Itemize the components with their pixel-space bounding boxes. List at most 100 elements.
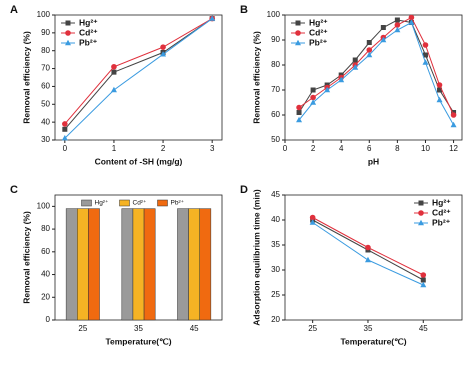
x-tick-label: 8 xyxy=(395,144,400,153)
marker xyxy=(65,20,71,26)
marker xyxy=(420,272,427,278)
marker xyxy=(62,121,68,127)
marker xyxy=(61,135,68,141)
marker xyxy=(450,112,457,118)
legend-swatch xyxy=(157,199,168,207)
y-tick-label: 90 xyxy=(271,35,280,44)
y-tick-label: 50 xyxy=(271,135,280,144)
marker xyxy=(310,94,316,101)
y-tick-label: 60 xyxy=(41,247,50,256)
x-tick-label: 35 xyxy=(134,324,143,333)
y-tick-label: 60 xyxy=(41,82,50,91)
y-tick-label: 80 xyxy=(271,60,280,69)
y-tick-label: 90 xyxy=(41,28,50,37)
marker xyxy=(352,64,359,70)
x-axis-label: Temperature(℃) xyxy=(340,336,406,346)
marker xyxy=(394,22,401,28)
x-tick-label: 12 xyxy=(449,144,458,153)
x-tick-label: 25 xyxy=(308,324,317,333)
legend-label: Hg²⁺ xyxy=(432,197,451,207)
legend-label: Cd²⁺ xyxy=(79,27,98,37)
x-axis-label: pH xyxy=(368,156,379,166)
legend-swatch xyxy=(81,199,92,207)
marker xyxy=(65,30,71,36)
bar xyxy=(88,208,100,321)
y-tick-label: 30 xyxy=(41,135,50,144)
y-tick-label: 40 xyxy=(271,215,280,224)
legend-label: Cd²⁺ xyxy=(309,27,328,37)
marker xyxy=(338,76,345,83)
plot-frame xyxy=(54,14,223,141)
y-tick-label: 40 xyxy=(41,270,50,279)
marker xyxy=(62,126,68,132)
marker xyxy=(296,104,302,111)
bar xyxy=(143,208,156,321)
marker xyxy=(295,30,301,36)
series-line xyxy=(298,16,455,116)
marker xyxy=(436,82,443,88)
marker xyxy=(295,20,301,26)
marker xyxy=(422,59,429,65)
marker xyxy=(110,86,117,93)
marker xyxy=(366,47,373,53)
marker xyxy=(309,219,316,225)
y-tick-label: 20 xyxy=(41,292,50,301)
y-tick-label: 100 xyxy=(267,10,281,19)
legend-swatch xyxy=(119,199,130,207)
y-axis-label: Removal efficiency (%) xyxy=(21,31,31,124)
marker xyxy=(111,63,117,70)
marker xyxy=(309,214,316,221)
y-axis-label: Removal efficiency (%) xyxy=(21,211,31,304)
marker xyxy=(111,69,117,75)
y-tick-label: 100 xyxy=(37,201,51,210)
y-axis-label: Removal efficiency (%) xyxy=(251,31,261,124)
x-tick-label: 3 xyxy=(210,144,215,153)
marker xyxy=(394,17,400,23)
marker xyxy=(296,110,302,115)
legend-label: Pb²⁺ xyxy=(79,37,98,47)
y-tick-label: 25 xyxy=(271,290,280,299)
series-line xyxy=(64,18,213,125)
x-tick-label: 0 xyxy=(283,144,288,153)
x-axis-label: Temperature(℃) xyxy=(105,336,171,346)
marker xyxy=(366,40,372,45)
x-tick-label: 1 xyxy=(112,144,117,153)
marker xyxy=(450,121,457,128)
panel-label: B xyxy=(240,4,248,16)
marker xyxy=(364,256,371,263)
bar xyxy=(177,208,189,321)
bar xyxy=(77,208,89,321)
legend-label: Hg²⁺ xyxy=(95,200,109,207)
bar xyxy=(199,208,212,321)
panel-label: C xyxy=(10,184,18,196)
marker xyxy=(295,39,301,46)
marker xyxy=(365,244,371,251)
legend-label: Cd²⁺ xyxy=(133,200,147,207)
y-tick-label: 40 xyxy=(41,117,50,126)
marker xyxy=(380,25,386,30)
marker xyxy=(408,19,415,25)
y-tick-label: 60 xyxy=(271,110,280,119)
marker xyxy=(422,42,429,48)
y-tick-label: 80 xyxy=(41,224,50,233)
bar xyxy=(65,208,78,321)
marker xyxy=(422,52,428,58)
x-tick-label: 25 xyxy=(78,324,87,333)
marker xyxy=(408,14,415,21)
y-tick-label: 70 xyxy=(41,64,50,73)
marker xyxy=(324,86,331,93)
x-axis-label: Content of -SH (mg/g) xyxy=(95,156,183,166)
marker xyxy=(310,99,317,105)
marker xyxy=(209,15,216,21)
marker xyxy=(437,87,443,93)
y-tick-label: 20 xyxy=(271,315,280,324)
y-tick-label: 100 xyxy=(37,10,51,19)
legend-label: Hg²⁺ xyxy=(79,17,98,27)
x-tick-label: 2 xyxy=(311,144,316,153)
series-line xyxy=(312,222,424,286)
bar xyxy=(188,208,200,321)
y-tick-label: 30 xyxy=(271,265,280,274)
marker xyxy=(436,96,443,103)
legend-label: Pb²⁺ xyxy=(171,200,185,207)
legend-label: Cd²⁺ xyxy=(432,207,451,217)
